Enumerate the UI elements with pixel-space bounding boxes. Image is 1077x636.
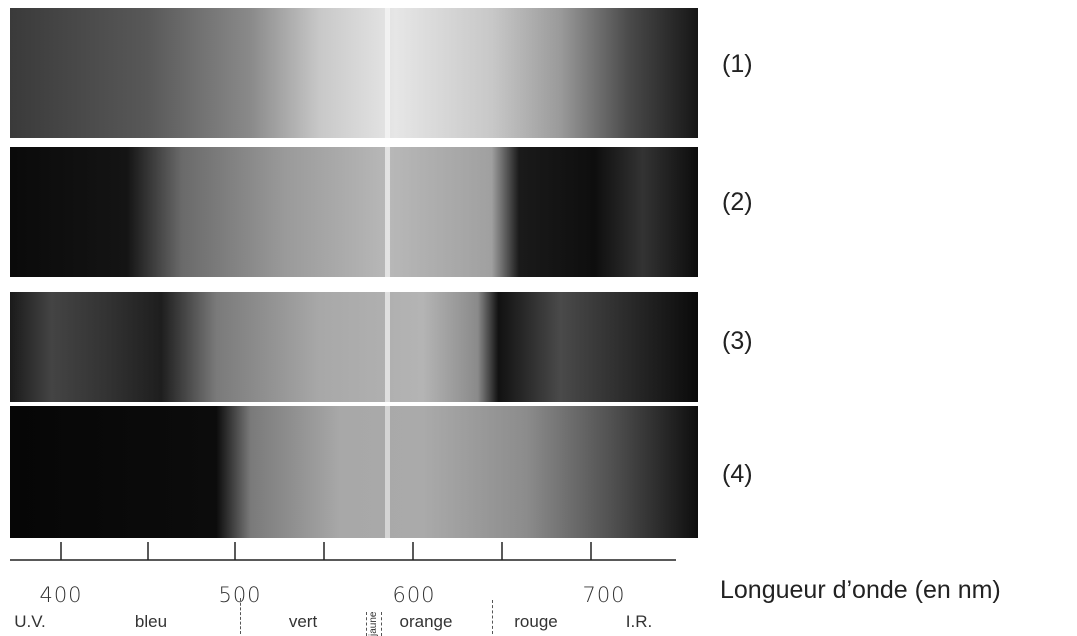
tick-label-500: 500 (218, 583, 262, 607)
band-label-vert: vert (288, 612, 318, 631)
band-divider (366, 612, 367, 636)
band-label-rouge: rouge (514, 612, 558, 631)
band-divider (240, 598, 241, 634)
wavelength-axis: 400 500 600 700 U.V. bleu vert jaune ora… (0, 538, 700, 636)
tick-label-400: 400 (39, 583, 83, 607)
band-label-bleu: bleu (134, 612, 168, 631)
spectrum-3 (10, 292, 698, 402)
band-label-ir: I.R. (625, 612, 653, 631)
band-divider (381, 612, 382, 636)
spectrum-label-1: (1) (722, 50, 753, 78)
band-label-jaune: jaune (368, 611, 379, 636)
spectrum-4 (10, 406, 698, 538)
band-divider (492, 600, 493, 634)
tick-label-700: 700 (582, 583, 626, 607)
band-label-uv: U.V. (14, 612, 46, 631)
spectrum-label-2: (2) (722, 188, 753, 216)
band-label-orange: orange (399, 612, 453, 631)
spectrum-1 (10, 8, 698, 138)
tick-label-600: 600 (392, 583, 436, 607)
axis-title: Longueur d’onde (en nm) (720, 576, 1001, 604)
spectrum-label-4: (4) (722, 460, 753, 488)
axis-line-svg (10, 542, 676, 561)
spectrum-label-3: (3) (722, 327, 753, 355)
spectrum-2 (10, 147, 698, 277)
